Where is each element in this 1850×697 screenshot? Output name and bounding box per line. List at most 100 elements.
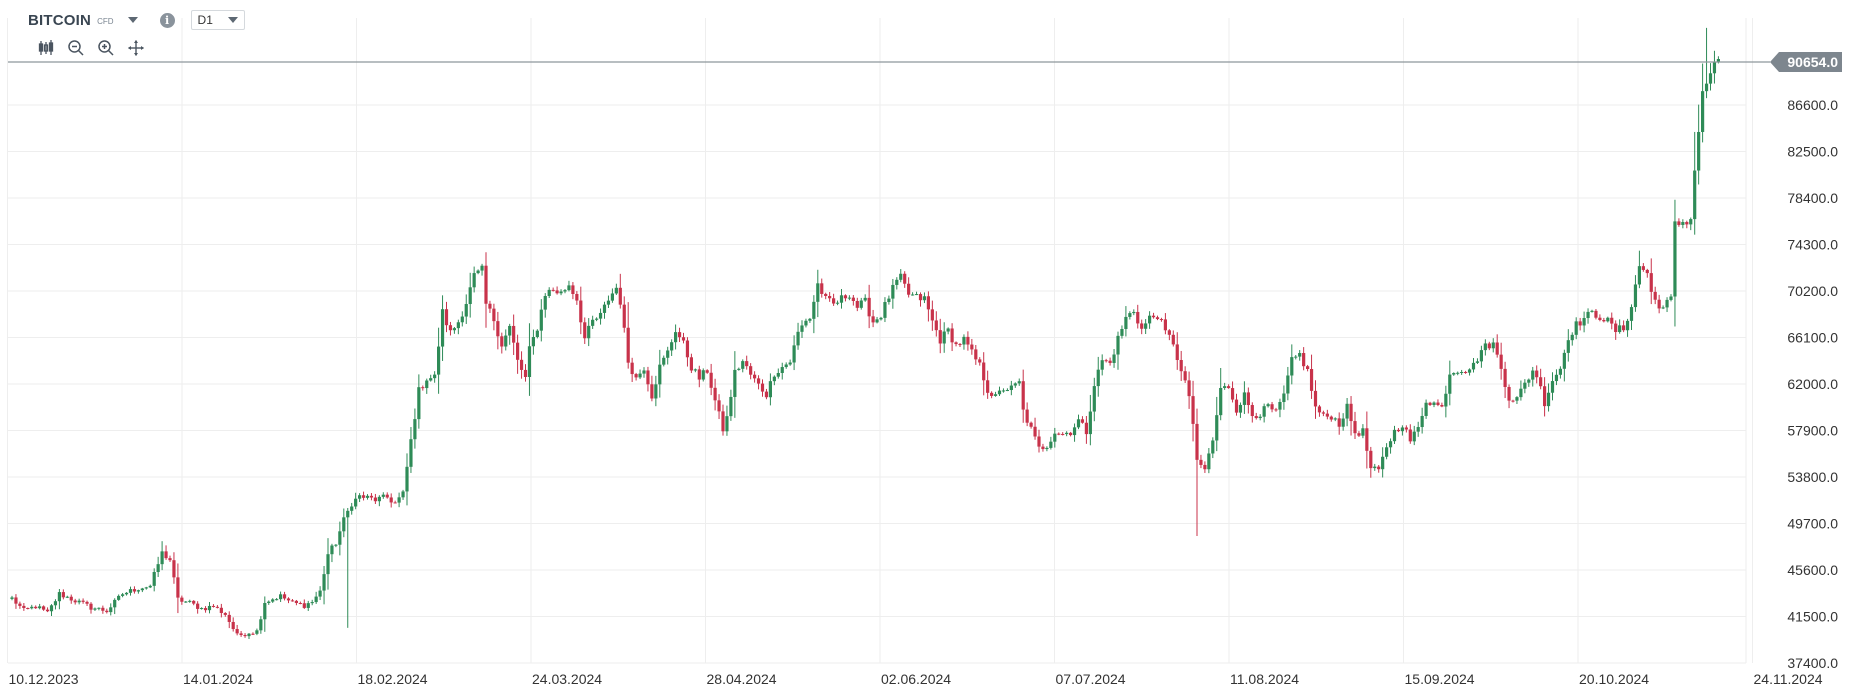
candle [1527,378,1531,387]
candle [1128,311,1132,320]
candle [1282,385,1286,410]
chart-tools [36,38,146,58]
candle [839,288,844,309]
candle-body [504,335,508,347]
candle [1685,220,1689,229]
candle [741,359,745,373]
candle [547,287,551,299]
candle-body [227,614,231,622]
candle [1112,349,1116,368]
candlestick-icon[interactable] [36,38,56,58]
candle-body [188,600,192,602]
candle-body [1132,311,1136,314]
y-tick-label: 86600.0 [1787,97,1838,113]
candle-body [966,336,970,345]
candle [1385,443,1389,460]
candle [1223,382,1227,390]
candle [500,332,504,354]
candle [1175,332,1179,370]
candle [1207,448,1211,474]
candle-body [1057,433,1061,435]
candle-body [519,359,524,370]
candle-body [196,603,200,609]
candle [1306,364,1310,372]
timeframe-select[interactable]: D1 [190,10,245,30]
candle [1412,425,1416,446]
candle [1104,358,1108,363]
candle [421,385,425,391]
candle-body [737,368,741,370]
zoom-in-icon[interactable] [96,38,116,58]
candle-body [1041,446,1045,450]
candle [1195,408,1199,536]
candle-body [464,304,468,317]
candle [1361,424,1365,439]
candle [464,294,468,324]
candle-body [42,606,46,610]
candle [215,605,219,609]
candle [788,359,792,366]
candle [365,494,370,500]
candle-body [658,364,662,385]
candle [433,371,437,383]
pan-icon[interactable] [126,38,146,58]
y-tick-label: 45600.0 [1787,562,1838,578]
candle [756,375,761,390]
x-tick-label: 24.11.2024 [1754,671,1823,687]
candle [322,566,326,605]
candle-body [523,369,528,378]
candle [610,288,614,303]
candle [907,277,911,298]
candle [168,555,172,562]
candle [231,617,235,632]
candle [330,543,334,563]
candle [286,597,291,604]
candle-body [1618,325,1622,333]
candle [1321,410,1325,417]
candle [1519,380,1523,401]
candle [1629,304,1634,330]
candle [1100,354,1104,376]
candle [1274,407,1278,412]
candle-body [1708,73,1713,84]
candle-body [1144,323,1148,329]
candle [1317,404,1322,417]
x-tick-label: 02.06.2024 [881,671,951,687]
candle [26,607,30,610]
candle-body [235,629,239,634]
candle-body [583,322,587,339]
candle [1029,421,1033,429]
candle-body [97,607,101,609]
candle [851,295,855,306]
y-tick-label: 49700.0 [1787,516,1838,532]
candle [595,317,599,322]
candle-body [286,598,291,601]
candle-body [460,316,464,323]
candle-body [401,491,405,498]
candle [38,603,42,610]
candle-body [1325,413,1329,417]
candle-body [180,597,184,602]
candle-body [1361,428,1365,436]
candle [1491,338,1495,353]
info-icon[interactable]: i [159,12,175,28]
candle-body [1712,61,1717,74]
candle-body [918,294,923,301]
candle [1053,427,1057,448]
candle-body [997,390,1002,395]
candle [685,337,690,367]
candle-body [674,332,678,343]
candle-body [53,601,58,606]
candle-body [215,606,219,608]
candle [1080,416,1085,424]
candle-body [219,607,223,613]
candle-body [57,592,61,602]
candle-body [1333,418,1337,420]
symbol-dropdown-chevron-down-icon[interactable] [127,17,138,23]
candle [681,332,686,344]
zoom-out-icon[interactable] [66,38,86,58]
candle-body [1234,399,1239,413]
candle-body [749,366,753,375]
candle [1234,393,1239,416]
